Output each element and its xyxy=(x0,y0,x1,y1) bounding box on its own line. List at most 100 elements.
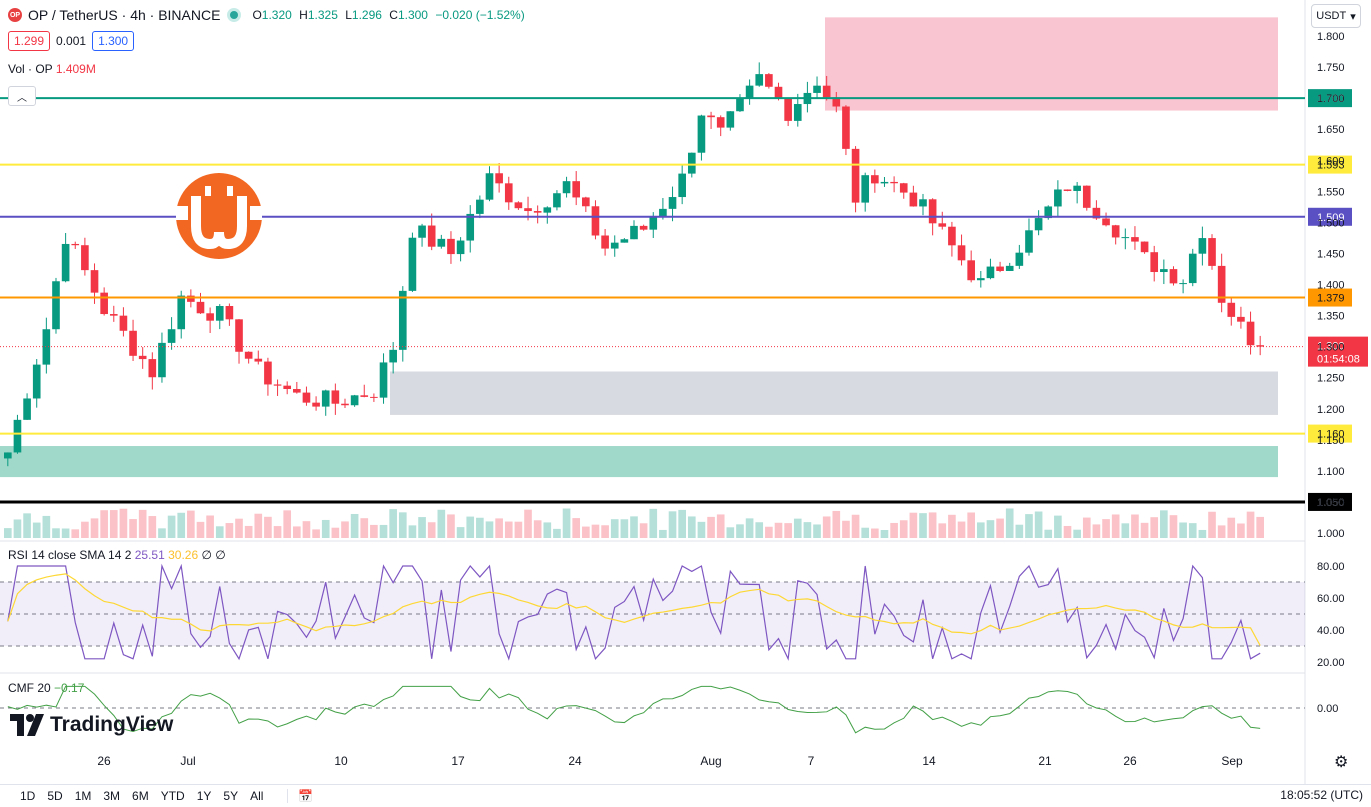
candle-body xyxy=(206,313,214,321)
volume-bar xyxy=(630,516,638,538)
volume-bar xyxy=(398,512,407,538)
currency-select[interactable]: USDT ▾ xyxy=(1311,4,1361,28)
candle-body xyxy=(957,245,966,261)
volume-bar xyxy=(948,514,956,538)
candle-body xyxy=(755,74,764,86)
volume-bar xyxy=(360,518,369,538)
volume-bar xyxy=(909,512,918,538)
candle-body xyxy=(1237,316,1245,322)
volume-bar xyxy=(476,517,484,538)
bottom-toolbar: 1D 5D 1M 3M 6M YTD 1Y 5Y All 📅 18:05:52 (UTC) xyxy=(0,784,1371,807)
candle-body xyxy=(976,278,985,281)
candle-body xyxy=(986,266,995,279)
volume-bar xyxy=(23,513,31,538)
candle-body xyxy=(697,115,706,153)
volume-bar xyxy=(427,522,436,538)
candle-body xyxy=(928,199,937,224)
range-buttons: 1D 5D 1M 3M 6M YTD 1Y 5Y All xyxy=(14,789,269,803)
candle-body xyxy=(244,351,253,359)
candle-body xyxy=(158,342,166,378)
volume-bar xyxy=(61,528,70,538)
settings-gear-icon[interactable]: ⚙ xyxy=(1334,754,1349,771)
volume-bar xyxy=(206,515,214,538)
candle-body xyxy=(1169,269,1178,284)
volume-bar xyxy=(302,521,311,538)
collapse-legend-button[interactable]: ︿ xyxy=(8,86,36,106)
volume-bar xyxy=(533,520,542,538)
candle-body xyxy=(90,270,99,293)
bid-button[interactable]: 1.299 xyxy=(8,31,51,51)
clock[interactable]: 18:05:52 (UTC) xyxy=(1280,788,1363,802)
volume-bar xyxy=(861,527,870,538)
volume-bar xyxy=(418,517,426,538)
ask-button[interactable]: 1.300 xyxy=(92,31,135,51)
price-tick-label: 1.100 xyxy=(1317,466,1345,478)
range-button-1y[interactable]: 1Y xyxy=(196,789,212,803)
volume-bar xyxy=(331,527,340,538)
volume-bar xyxy=(1025,514,1033,538)
volume-bar xyxy=(1237,523,1245,538)
volume-bar xyxy=(871,528,879,538)
volume-bar xyxy=(928,512,937,538)
volume-bar xyxy=(1102,519,1110,538)
range-button-5y[interactable]: 5Y xyxy=(223,789,239,803)
volume-bar xyxy=(851,514,860,538)
candle-body xyxy=(514,202,523,209)
volume-bar xyxy=(755,522,764,538)
volume-bar xyxy=(52,528,60,538)
candle-body xyxy=(899,183,908,193)
time-tick-label: 10 xyxy=(334,754,348,768)
range-button-ytd[interactable]: YTD xyxy=(160,789,185,803)
volume-bar xyxy=(148,516,157,538)
price-tick-label: 1.350 xyxy=(1317,311,1345,323)
candle-body xyxy=(225,306,234,320)
price-tick-label: 1.050 xyxy=(1317,497,1345,509)
volume-bar xyxy=(437,509,446,538)
volume-bar xyxy=(1054,515,1062,538)
candle-body xyxy=(1044,206,1053,219)
volume-bar xyxy=(919,513,927,538)
candle-body xyxy=(331,390,340,404)
volume-bar xyxy=(225,523,234,538)
volume-bar xyxy=(697,521,706,538)
volume-bar xyxy=(1179,522,1187,538)
candle-body xyxy=(948,226,956,246)
volume-bar xyxy=(447,514,455,538)
candle-body xyxy=(1179,283,1187,285)
candle-body xyxy=(765,74,773,87)
candle-body xyxy=(427,225,436,247)
level-tag-1.700 xyxy=(1308,89,1352,108)
candle-body xyxy=(1198,238,1207,254)
tradingview-logo[interactable]: TradingView xyxy=(10,713,173,737)
candle-body xyxy=(572,181,581,198)
candle-body xyxy=(109,314,118,316)
candle-body xyxy=(273,384,282,386)
range-button-5d[interactable]: 5D xyxy=(47,789,63,803)
volume-bar xyxy=(293,526,301,538)
candle-body xyxy=(167,329,176,343)
candle-body xyxy=(851,148,860,203)
range-button-1m[interactable]: 1M xyxy=(74,789,92,803)
range-button-all[interactable]: All xyxy=(250,789,264,803)
candle-body xyxy=(1150,252,1159,273)
symbol-title[interactable]: OP / TetherUS · 4h · BINANCE xyxy=(28,7,221,23)
candle-body xyxy=(813,85,821,93)
range-button-6m[interactable]: 6M xyxy=(132,789,149,803)
volume-bar xyxy=(129,519,137,538)
volume-bar xyxy=(379,524,388,538)
price-tick-label: 1.650 xyxy=(1317,124,1345,136)
candle-body xyxy=(620,239,629,243)
calendar-icon[interactable]: 📅 xyxy=(287,789,313,803)
candle-body xyxy=(418,225,426,238)
candle-body xyxy=(678,173,686,198)
volume-bar xyxy=(341,521,349,538)
cmf-tick-label: 0.00 xyxy=(1317,703,1338,715)
volume-bar xyxy=(42,515,51,538)
volume-bar xyxy=(71,529,80,538)
range-button-1d[interactable]: 1D xyxy=(20,789,36,803)
range-button-3m[interactable]: 3M xyxy=(103,789,121,803)
candle-body xyxy=(81,245,89,271)
volume-bar xyxy=(1256,516,1264,538)
candle-body xyxy=(1082,185,1091,208)
